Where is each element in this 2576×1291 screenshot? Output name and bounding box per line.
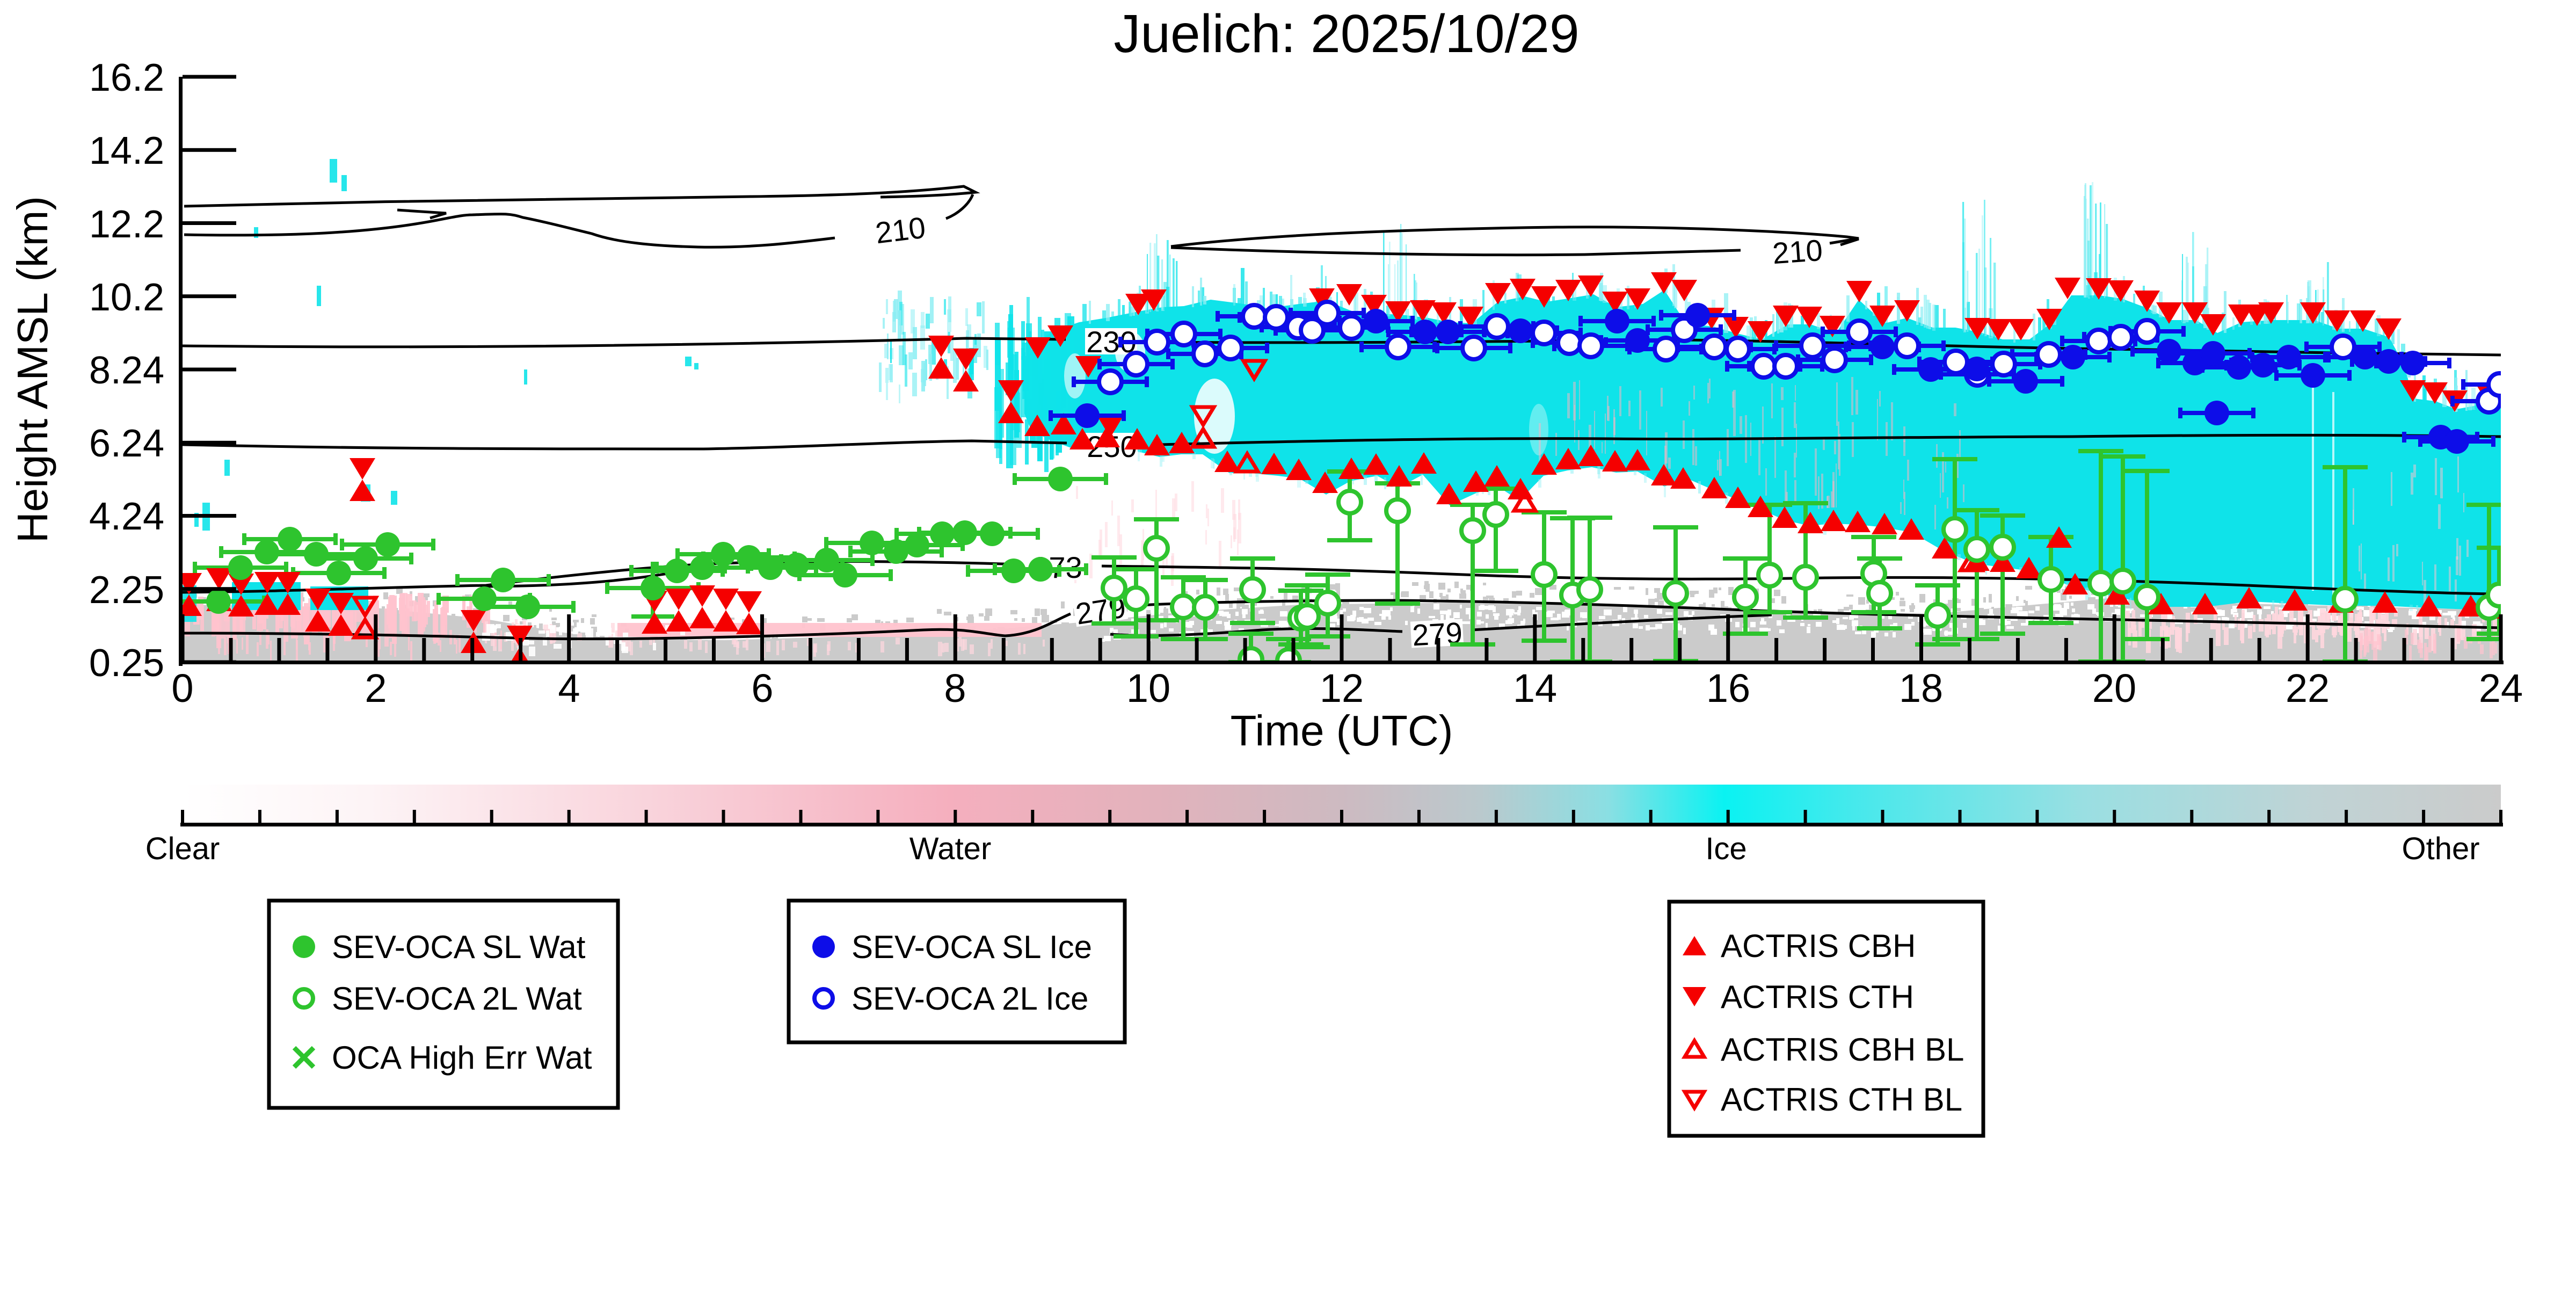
svg-text:Juelich: 2025/10/29: Juelich: 2025/10/29 <box>1114 4 1579 64</box>
svg-text:10.2: 10.2 <box>89 276 164 319</box>
svg-text:SEV-OCA SL Wat: SEV-OCA SL Wat <box>332 929 586 965</box>
svg-text:Ice: Ice <box>1705 831 1747 866</box>
svg-text:Time (UTC): Time (UTC) <box>1231 707 1453 755</box>
svg-text:14.2: 14.2 <box>89 129 164 172</box>
svg-text:ACTRIS CBH: ACTRIS CBH <box>1721 928 1916 964</box>
svg-text:22: 22 <box>2286 666 2330 710</box>
svg-text:18: 18 <box>1899 666 1943 710</box>
svg-text:SEV-OCA 2L Wat: SEV-OCA 2L Wat <box>332 981 582 1017</box>
svg-text:0.25: 0.25 <box>89 642 164 685</box>
svg-text:210: 210 <box>874 211 927 250</box>
svg-text:OCA High Err Wat: OCA High Err Wat <box>332 1040 592 1076</box>
svg-text:6.24: 6.24 <box>89 422 164 465</box>
svg-text:0: 0 <box>171 666 193 710</box>
svg-text:4.24: 4.24 <box>89 495 164 538</box>
svg-text:12: 12 <box>1320 666 1364 710</box>
svg-text:2: 2 <box>365 666 387 710</box>
svg-text:Other: Other <box>2402 831 2479 866</box>
svg-text:ACTRIS CTH: ACTRIS CTH <box>1721 979 1914 1015</box>
svg-text:4: 4 <box>558 666 580 710</box>
svg-text:16: 16 <box>1706 666 1750 710</box>
svg-text:2.25: 2.25 <box>89 569 164 612</box>
svg-text:ACTRIS CTH BL: ACTRIS CTH BL <box>1721 1082 1962 1118</box>
svg-text:10: 10 <box>1126 666 1170 710</box>
svg-text:12.2: 12.2 <box>89 203 164 246</box>
svg-text:210: 210 <box>1771 233 1824 270</box>
svg-text:SEV-OCA 2L Ice: SEV-OCA 2L Ice <box>852 981 1088 1017</box>
svg-text:ACTRIS CBH BL: ACTRIS CBH BL <box>1721 1032 1964 1068</box>
svg-text:Height AMSL (km): Height AMSL (km) <box>9 196 56 543</box>
svg-text:8: 8 <box>944 666 966 710</box>
svg-text:SEV-OCA SL Ice: SEV-OCA SL Ice <box>852 929 1092 965</box>
svg-text:6: 6 <box>751 666 773 710</box>
svg-text:Clear: Clear <box>145 831 220 866</box>
svg-text:8.24: 8.24 <box>89 349 164 392</box>
svg-text:Water: Water <box>909 831 992 866</box>
svg-text:16.2: 16.2 <box>89 56 164 99</box>
svg-text:14: 14 <box>1513 666 1557 710</box>
svg-text:20: 20 <box>2092 666 2136 710</box>
svg-text:24: 24 <box>2479 666 2523 710</box>
